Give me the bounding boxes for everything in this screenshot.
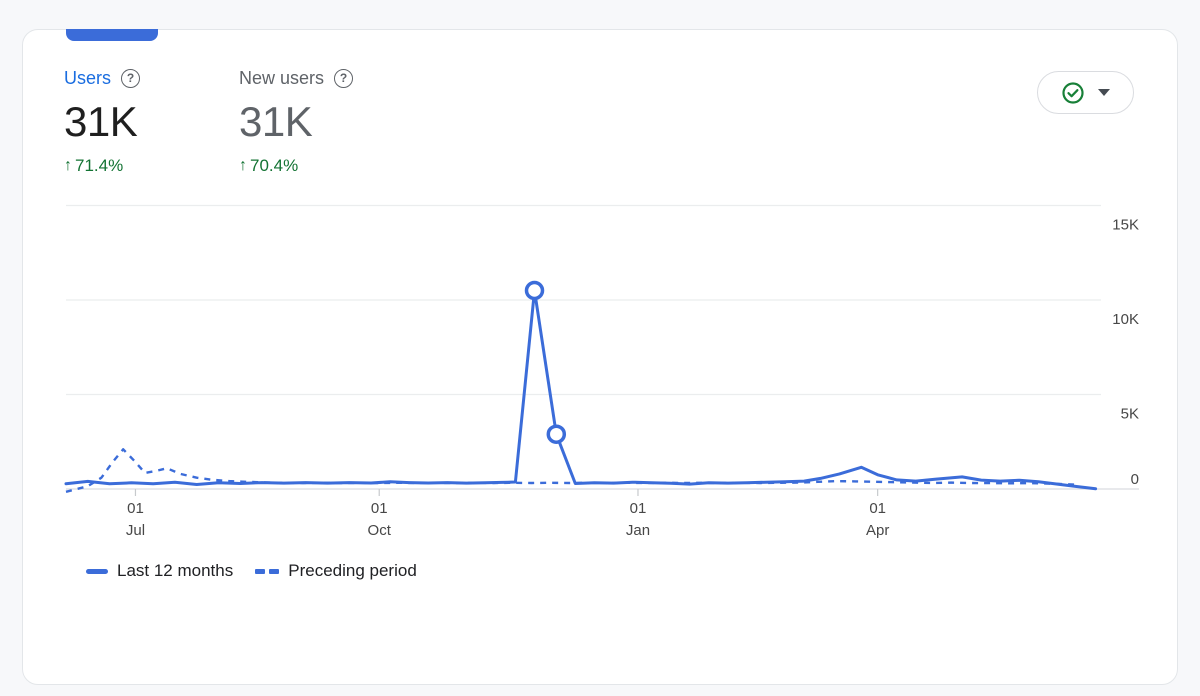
solid-line-swatch-icon [86, 568, 108, 574]
y-axis-label: 0 [1131, 471, 1139, 488]
chart-legend: Last 12 months Preceding period [86, 561, 417, 581]
metric-users-delta: ↑ 71.4% [64, 156, 239, 176]
y-axis-label: 10K [1112, 311, 1139, 328]
users-line-chart[interactable]: 15K 10K 5K 0 01 Jul 01 Oct 01 Jan 01 Apr [23, 196, 1179, 552]
caret-down-icon [1098, 89, 1110, 96]
metric-new-users-value: 31K [239, 98, 313, 145]
x-axis-label: Jul [126, 522, 145, 539]
legend-item-last-12-months: Last 12 months [86, 561, 233, 581]
series-solid-line [64, 289, 1098, 491]
metric-new-users-delta: ↑ 70.4% [239, 156, 414, 176]
data-quality-button[interactable] [1037, 71, 1134, 114]
y-axis-label: 15K [1112, 217, 1139, 234]
series-dashed-line [65, 448, 1080, 493]
data-point-marker [524, 280, 545, 301]
arrow-up-icon: ↑ [239, 157, 247, 174]
selected-metric-indicator [66, 29, 158, 41]
metric-users-delta-value: 71.4% [75, 156, 124, 175]
metric-new-users-label: New users [239, 67, 325, 88]
metric-new-users[interactable]: New users ? 31K ↑ 70.4% [239, 66, 414, 176]
metric-users-value: 31K [64, 98, 138, 145]
metric-users[interactable]: Users ? 31K ↑ 71.4% [64, 66, 239, 176]
x-axis-label: 01 [127, 500, 144, 517]
data-point-marker [546, 424, 567, 444]
legend-item-preceding-period: Preceding period [255, 561, 417, 581]
y-axis-label: 5K [1121, 406, 1139, 423]
metrics-header: Users ? 31K ↑ 71.4% New users ? 31K ↑ 70… [64, 66, 414, 176]
metric-users-label: Users [64, 67, 112, 88]
x-axis-label: Jan [626, 522, 650, 539]
arrow-up-icon: ↑ [64, 157, 72, 174]
help-icon[interactable]: ? [121, 68, 141, 88]
metric-new-users-delta-value: 70.4% [250, 156, 299, 175]
check-circle-icon [1062, 81, 1084, 104]
x-axis-label: 01 [869, 500, 886, 517]
x-axis-label: Apr [866, 522, 889, 539]
x-axis-label: 01 [371, 500, 388, 517]
dashed-line-swatch-icon [255, 568, 280, 574]
help-icon[interactable]: ? [334, 68, 354, 88]
x-axis-label: Oct [368, 522, 392, 539]
legend-label: Preceding period [288, 561, 417, 580]
metrics-card: Users ? 31K ↑ 71.4% New users ? 31K ↑ 70… [22, 29, 1178, 685]
x-axis-label: 01 [630, 500, 647, 517]
legend-label: Last 12 months [117, 561, 234, 580]
